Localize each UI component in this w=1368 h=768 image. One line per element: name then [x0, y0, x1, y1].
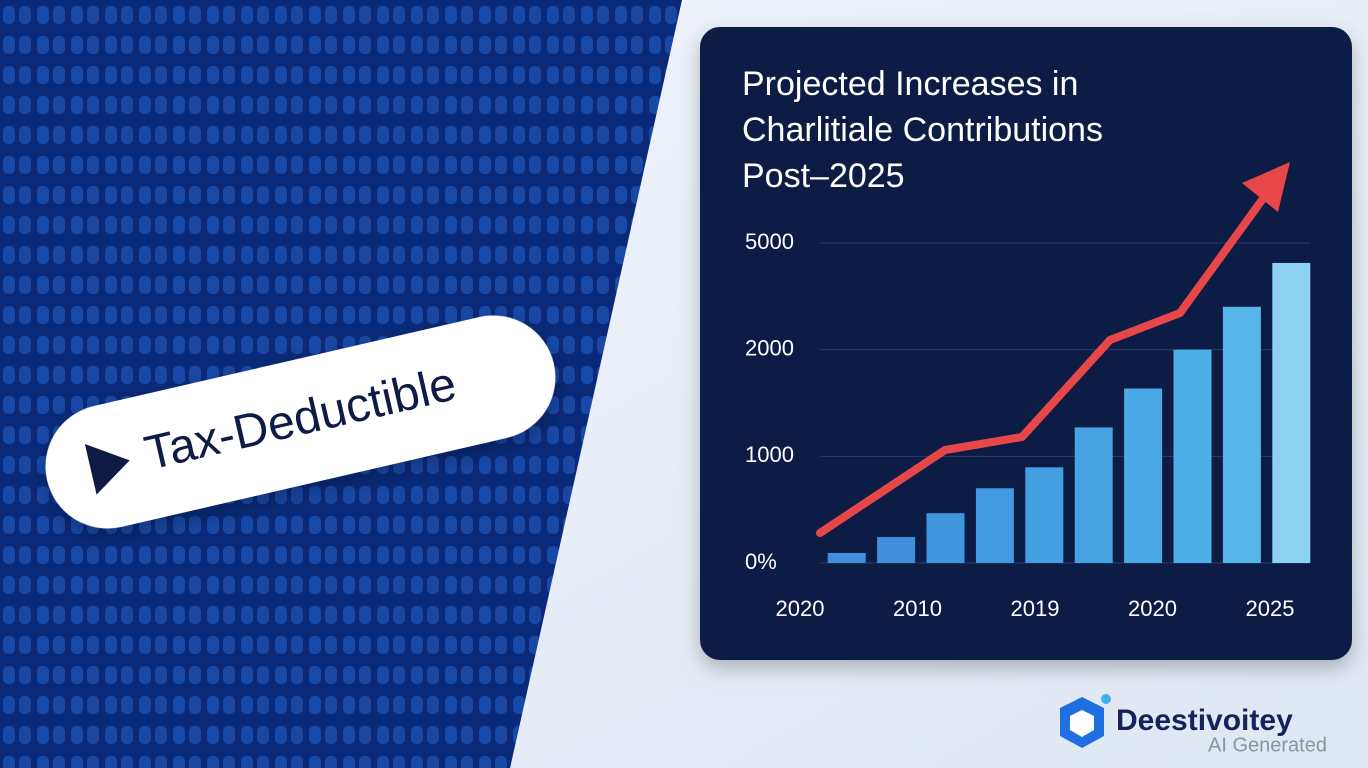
logo-name: Deestivoitey	[1116, 704, 1293, 737]
x-tick-label: 2019	[1011, 596, 1060, 621]
bar	[1272, 262, 1311, 563]
y-tick-label: 0%	[745, 549, 777, 574]
trend-arrowhead	[1242, 162, 1290, 212]
x-tick-label: 2010	[893, 596, 942, 621]
badge-play-icon	[84, 444, 130, 495]
ai-note: AI Generated	[1208, 734, 1327, 756]
bar	[1025, 467, 1064, 563]
logo-icon-inner	[1070, 710, 1094, 737]
bar	[1124, 388, 1163, 563]
x-tick-label: 2025	[1246, 596, 1295, 621]
bar	[827, 552, 866, 563]
chart: Projected Increases in Charlitiale Contri…	[742, 65, 1311, 621]
chart-title: Post–2025	[742, 157, 905, 195]
y-tick-label: 5000	[745, 229, 794, 254]
chart-title: Charlitiale Contributions	[742, 111, 1103, 149]
bar	[1222, 306, 1261, 563]
bar	[975, 488, 1014, 563]
logo: Deestivoitey AI Generated	[1060, 694, 1327, 756]
logo-dot	[1101, 694, 1111, 704]
x-tick-label: 2020	[1128, 596, 1177, 621]
y-tick-label: 2000	[745, 335, 794, 360]
trend-arrow	[816, 196, 1266, 537]
badge-pill	[45, 315, 556, 529]
bar	[1074, 427, 1113, 563]
bar	[1173, 349, 1212, 563]
bar	[877, 537, 916, 563]
x-tick-label: 2020	[776, 596, 825, 621]
chart-title: Projected Increases in	[742, 65, 1078, 103]
y-tick-label: 1000	[745, 442, 794, 467]
bar	[926, 513, 965, 563]
